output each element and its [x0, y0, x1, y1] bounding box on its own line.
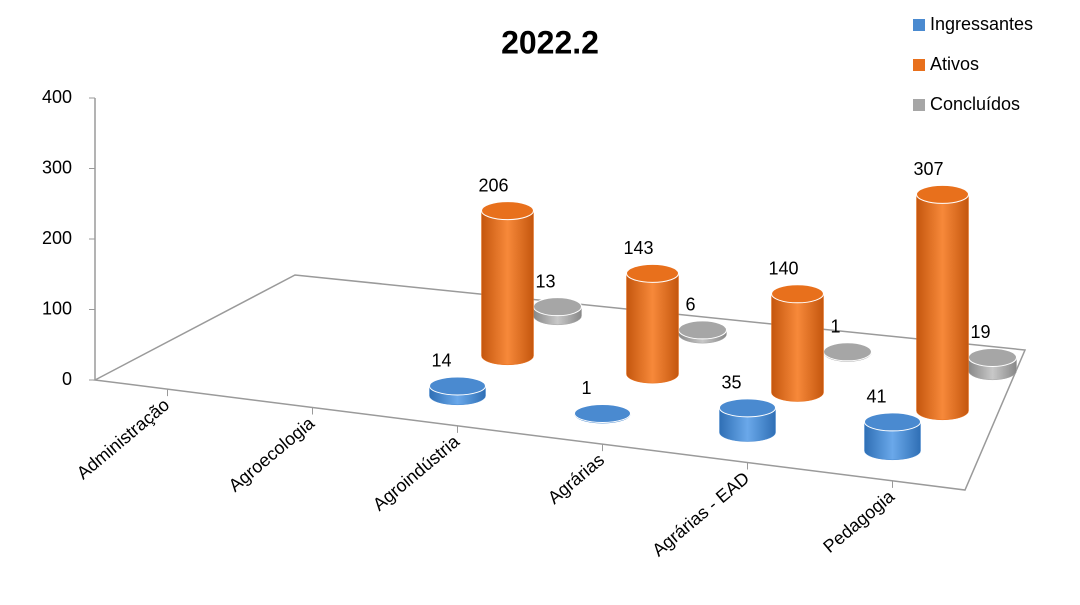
bar-top	[864, 412, 921, 432]
x-tick-label: Agrárias	[544, 450, 608, 508]
legend-swatch	[913, 59, 925, 71]
value-label: 13	[535, 271, 555, 291]
bar	[719, 407, 776, 442]
value-label: 35	[721, 373, 741, 393]
bar-top	[968, 347, 1017, 367]
value-label: 307	[913, 159, 943, 179]
bar	[626, 273, 679, 384]
y-tick-label: 300	[42, 157, 72, 177]
legend-label: Concluídos	[930, 94, 1020, 114]
cylinder	[968, 347, 1017, 381]
x-tick-label: Agroindústria	[369, 431, 464, 515]
x-tick-label: Pedagogia	[819, 486, 899, 557]
cylinder	[574, 403, 631, 424]
bar-top	[916, 184, 969, 204]
y-tick-label: 400	[42, 87, 72, 107]
legend-swatch	[913, 99, 925, 111]
bar-top	[719, 398, 776, 418]
y-tick-label: 0	[62, 369, 72, 389]
value-label: 206	[478, 175, 508, 195]
y-tick-label: 200	[42, 228, 72, 248]
bar-top	[533, 297, 582, 317]
bar-top	[626, 263, 679, 283]
x-tick-label: Agroecologia	[225, 412, 319, 495]
bar-top	[823, 342, 872, 362]
cylinder	[429, 376, 486, 406]
legend-label: Ingressantes	[930, 14, 1033, 34]
x-tick-label: Agrárias - EAD	[648, 468, 753, 560]
bar	[771, 293, 824, 402]
bar-top	[574, 403, 631, 423]
legend-swatch	[913, 19, 925, 31]
bar	[916, 194, 969, 421]
bar-top	[429, 376, 486, 396]
bar-top	[481, 201, 534, 221]
cylinder	[771, 284, 824, 402]
chart-title: 2022.2	[501, 24, 599, 60]
bar-top	[771, 284, 824, 304]
value-label: 140	[768, 259, 798, 279]
cylinder	[626, 263, 679, 384]
cylinder	[823, 342, 872, 362]
bar	[481, 210, 534, 366]
bar	[864, 421, 921, 461]
floor	[92, 274, 1027, 491]
value-label: 14	[431, 351, 451, 371]
value-label: 6	[685, 295, 695, 315]
value-label: 19	[970, 322, 990, 342]
value-label: 1	[581, 378, 591, 398]
cylinder	[533, 297, 582, 326]
value-label: 41	[866, 387, 886, 407]
x-tick-label: Administração	[73, 395, 173, 484]
cylinder	[719, 398, 776, 442]
value-label: 143	[623, 238, 653, 258]
cylinder	[916, 184, 969, 421]
cylinder	[481, 201, 534, 366]
bar-top	[678, 320, 727, 340]
value-label: 1	[830, 317, 840, 337]
cylinder	[678, 320, 727, 344]
y-tick-label: 100	[42, 298, 72, 318]
cylinder	[864, 412, 921, 461]
legend-label: Ativos	[930, 54, 979, 74]
